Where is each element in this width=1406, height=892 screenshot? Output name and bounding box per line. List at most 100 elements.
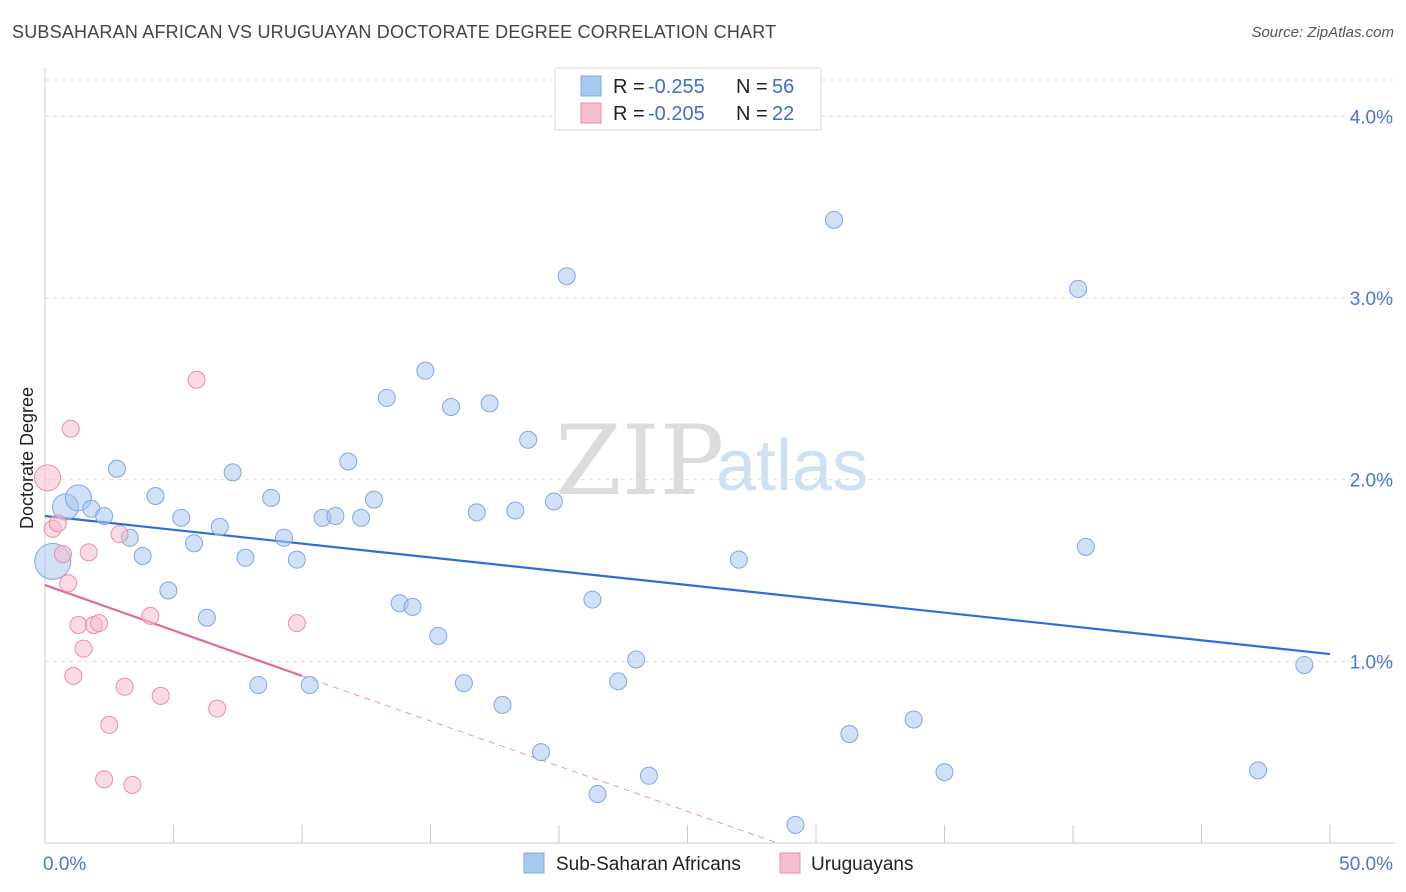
watermark-zip: ZIP bbox=[555, 405, 724, 517]
legend-r-label-1: R = bbox=[613, 76, 645, 98]
point-uruguayan-8 bbox=[74, 639, 93, 658]
point-uruguayan-9 bbox=[79, 543, 98, 562]
point-subsaharan-49 bbox=[840, 725, 859, 743]
point-subsaharan-19 bbox=[287, 550, 306, 569]
legend-n-value-2: 22 bbox=[772, 103, 794, 125]
point-subsaharan-46 bbox=[729, 550, 748, 569]
point-subsaharan-22 bbox=[326, 507, 345, 525]
chart-title: SUBSAHARAN AFRICAN VS URUGUAYAN DOCTORAT… bbox=[12, 22, 777, 42]
point-uruguayan-2 bbox=[48, 514, 67, 533]
gridlines bbox=[45, 79, 1395, 662]
trend-extension-1 bbox=[301, 675, 778, 844]
legend-r-label-2: R = bbox=[613, 103, 645, 125]
legend-swatch-subsaharan bbox=[580, 75, 602, 97]
point-subsaharan-20 bbox=[300, 675, 319, 694]
point-subsaharan-42 bbox=[588, 784, 607, 803]
legend-n-value-1: 56 bbox=[772, 76, 794, 98]
point-uruguayan-3 bbox=[53, 545, 72, 564]
series-swatch-subsaharan bbox=[523, 852, 545, 874]
legend-n-label-2: N = bbox=[736, 103, 768, 125]
point-uruguayan-21 bbox=[287, 614, 306, 633]
point-subsaharan-17 bbox=[262, 488, 281, 507]
series-label-subsaharan: Sub-Saharan Africans bbox=[556, 854, 741, 875]
chart-source: Source: ZipAtlas.com bbox=[1251, 24, 1394, 41]
point-subsaharan-39 bbox=[544, 492, 563, 511]
point-subsaharan-26 bbox=[377, 388, 396, 407]
point-uruguayan-15 bbox=[115, 677, 134, 696]
point-subsaharan-10 bbox=[172, 508, 191, 527]
point-uruguayan-14 bbox=[110, 525, 129, 544]
point-subsaharan-36 bbox=[506, 501, 525, 520]
y-tick-label-2: 3.0% bbox=[1350, 289, 1393, 310]
legend-r-value-2: -0.205 bbox=[648, 103, 705, 125]
point-subsaharan-43 bbox=[609, 672, 628, 691]
trend-line-0 bbox=[44, 514, 1331, 656]
legend-n-label-1: N = bbox=[736, 76, 768, 98]
point-subsaharan-41 bbox=[583, 590, 602, 609]
trend-lines bbox=[44, 514, 1331, 844]
series-legend: Sub-Saharan Africans Uruguayans bbox=[523, 852, 913, 875]
point-subsaharan-30 bbox=[429, 626, 448, 645]
point-subsaharan-40 bbox=[557, 267, 576, 286]
legend-r-value-1: -0.255 bbox=[648, 76, 705, 98]
point-subsaharan-45 bbox=[639, 766, 658, 785]
point-subsaharan-25 bbox=[364, 490, 383, 509]
tick-labels: 1.0% 2.0% 3.0% 4.0% 0.0% 50.0% bbox=[43, 107, 1393, 875]
point-subsaharan-29 bbox=[416, 361, 435, 380]
point-subsaharan-37 bbox=[519, 430, 538, 449]
point-uruguayan-20 bbox=[208, 699, 227, 718]
point-subsaharan-15 bbox=[236, 548, 255, 567]
point-subsaharan-53 bbox=[1076, 537, 1095, 556]
series-label-uruguayan: Uruguayans bbox=[811, 854, 913, 875]
point-subsaharan-35 bbox=[493, 695, 512, 714]
point-subsaharan-44 bbox=[627, 650, 646, 669]
point-uruguayan-0 bbox=[34, 464, 62, 492]
point-subsaharan-8 bbox=[146, 487, 165, 506]
point-subsaharan-47 bbox=[786, 815, 805, 834]
point-uruguayan-11 bbox=[89, 614, 108, 633]
correlation-legend: R = -0.255 N = 56 R = -0.205 N = 22 bbox=[554, 67, 822, 131]
point-subsaharan-48 bbox=[824, 210, 843, 229]
series-swatch-uruguayan bbox=[779, 852, 801, 874]
y-tick-label-0: 1.0% bbox=[1350, 652, 1393, 673]
point-subsaharan-12 bbox=[197, 608, 216, 627]
point-uruguayan-5 bbox=[61, 419, 80, 438]
point-subsaharan-38 bbox=[532, 743, 551, 762]
point-subsaharan-9 bbox=[159, 581, 178, 600]
point-uruguayan-12 bbox=[95, 770, 114, 789]
y-axis-label: Doctorate Degree bbox=[17, 387, 37, 529]
legend-swatch-uruguayan bbox=[580, 102, 602, 124]
point-subsaharan-16 bbox=[249, 675, 268, 694]
point-subsaharan-50 bbox=[904, 710, 923, 729]
point-subsaharan-34 bbox=[480, 394, 499, 413]
point-subsaharan-33 bbox=[467, 503, 486, 522]
point-uruguayan-13 bbox=[100, 715, 119, 734]
point-uruguayan-6 bbox=[64, 666, 83, 685]
point-subsaharan-28 bbox=[403, 597, 422, 616]
point-uruguayan-4 bbox=[59, 574, 78, 593]
point-subsaharan-51 bbox=[935, 763, 954, 782]
point-subsaharan-7 bbox=[133, 546, 152, 565]
point-subsaharan-55 bbox=[1295, 655, 1314, 674]
point-subsaharan-54 bbox=[1249, 761, 1268, 780]
point-subsaharan-13 bbox=[210, 517, 229, 536]
axes bbox=[44, 68, 1395, 844]
watermark-atlas: atlas bbox=[716, 426, 868, 506]
point-uruguayan-7 bbox=[69, 616, 88, 634]
point-uruguayan-16 bbox=[123, 775, 142, 794]
point-subsaharan-24 bbox=[352, 508, 371, 527]
point-subsaharan-32 bbox=[454, 674, 473, 693]
point-uruguayan-18 bbox=[151, 686, 170, 705]
point-subsaharan-52 bbox=[1069, 279, 1088, 298]
trend-line-1 bbox=[44, 583, 303, 677]
x-tick-label-1: 50.0% bbox=[1339, 854, 1393, 875]
point-subsaharan-4 bbox=[95, 507, 114, 525]
y-tick-label-3: 4.0% bbox=[1350, 107, 1393, 128]
point-subsaharan-23 bbox=[339, 452, 358, 471]
y-tick-label-1: 2.0% bbox=[1350, 471, 1393, 492]
point-subsaharan-31 bbox=[442, 398, 461, 416]
point-subsaharan-11 bbox=[185, 534, 204, 553]
data-points bbox=[34, 210, 1314, 834]
point-subsaharan-14 bbox=[223, 463, 242, 482]
